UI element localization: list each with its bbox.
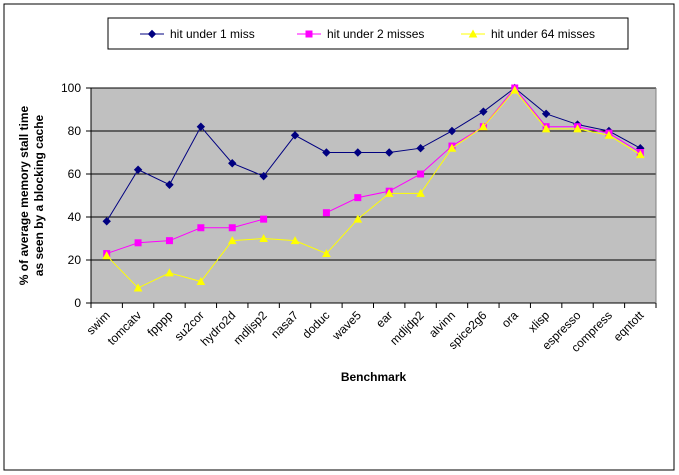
data-point [322, 248, 331, 258]
plot-area [91, 88, 656, 303]
legend-box [107, 17, 629, 50]
data-point [259, 171, 268, 181]
data-point [228, 224, 236, 232]
data-point [134, 239, 142, 247]
y-tick-labels: 0 20 40 60 80 100 [61, 81, 81, 310]
data-point [165, 268, 174, 277]
data-point [447, 143, 457, 152]
data-point [416, 188, 425, 197]
data-point [604, 130, 614, 139]
data-point [417, 170, 425, 178]
y-tick-label: 60 [68, 167, 82, 181]
data-point [354, 194, 362, 202]
data-point [133, 283, 143, 292]
data-point [479, 107, 488, 116]
data-point [573, 124, 582, 133]
axes [86, 87, 657, 308]
data-point [384, 148, 394, 157]
data-point [416, 143, 425, 153]
legend-marker [305, 30, 313, 38]
series-line [106, 89, 641, 289]
data-point [197, 224, 205, 232]
data-point [479, 122, 488, 131]
data-point [196, 122, 206, 131]
legend-marker [147, 29, 157, 39]
series-line [106, 87, 641, 222]
legend-label: hit under 1 miss [170, 27, 255, 41]
data-point [447, 126, 457, 136]
data-point [290, 236, 300, 245]
x-axis-title: Benchmark [341, 370, 407, 384]
legend-marker [468, 29, 478, 38]
data-point [541, 109, 551, 119]
y-tick-label: 20 [68, 253, 82, 267]
data-point [384, 188, 394, 197]
y-tick-label: 0 [74, 296, 81, 310]
data-point [322, 209, 330, 217]
grid [91, 87, 656, 261]
data-point [510, 85, 520, 94]
data-point [165, 180, 174, 189]
legend-item: hit under 2 misses [297, 27, 424, 41]
legend-item: hit under 1 miss [140, 27, 255, 41]
data-point [353, 214, 363, 223]
series [102, 83, 645, 292]
data-point [228, 159, 237, 168]
series-line [106, 218, 264, 255]
data-point [353, 148, 363, 157]
data-point [259, 233, 268, 242]
data-point [165, 237, 173, 245]
data-point [102, 251, 112, 260]
legend-label: hit under 2 misses [327, 27, 424, 41]
data-point [227, 236, 237, 245]
data-point [290, 131, 300, 140]
data-point [133, 165, 143, 174]
data-point [635, 150, 645, 159]
data-point [102, 217, 111, 226]
legend-label: hit under 64 misses [491, 27, 595, 41]
legend-item: hit under 64 misses [461, 27, 595, 41]
y-tick-label: 80 [68, 124, 82, 138]
data-point [541, 124, 551, 133]
data-point [260, 215, 268, 223]
data-point [322, 148, 331, 157]
series-3 [102, 85, 645, 292]
data-point [196, 276, 206, 285]
y-tick-label: 40 [68, 210, 82, 224]
legend: hit under 1 miss hit under 2 misses hit un… [107, 17, 629, 50]
series-1 [102, 83, 645, 226]
y-axis-title: % of average memory stall timeas seen by… [17, 105, 46, 285]
y-tick-label: 100 [61, 81, 81, 95]
